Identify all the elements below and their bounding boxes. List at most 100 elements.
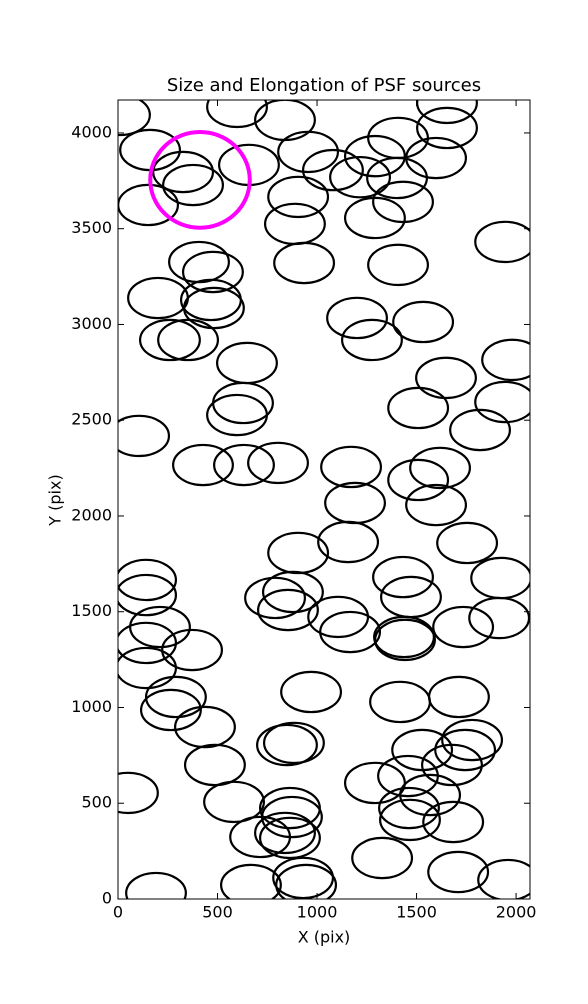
psf-ellipse [157,318,220,362]
psf-ellipse [267,175,330,219]
psf-ellipse [405,483,468,527]
psf-ellipse [174,705,236,749]
psf-ellipse [118,621,178,665]
psf-ellipse [256,723,318,767]
y-tick-label: 1000 [71,697,112,716]
psf-ellipse [254,100,316,142]
psf-ellipse [434,728,497,772]
psf-ellipse [119,128,181,172]
psf-ellipse [212,381,274,425]
psf-ellipse [377,754,439,798]
psf-ellipse [302,148,364,192]
psf-ellipse [367,243,429,287]
psf-ellipse [329,155,391,199]
psf-ellipse [118,558,178,602]
psf-ellipse [280,670,343,714]
psf-ellipse [366,156,429,200]
psf-ellipse [367,116,429,160]
x-tick-label: 0 [113,903,123,922]
psf-ellipse [351,836,414,880]
y-axis-label: Y (pix) [46,474,65,526]
psf-ellipse [254,811,316,855]
psf-ellipse [206,100,268,129]
plot-marks [118,100,530,899]
psf-ellipse [213,443,275,487]
psf-ellipse [257,588,319,632]
psf-ellipse [161,628,223,672]
psf-ellipse [387,386,450,430]
psf-ellipse [272,856,335,899]
psf-ellipse [220,863,282,899]
x-tick-label: 500 [202,903,233,922]
psf-ellipse [275,863,338,899]
psf-ellipse [267,531,330,575]
psf-ellipse [138,318,201,362]
psf-ellipse [474,220,530,264]
psf-ellipse [326,296,388,340]
psf-ellipse [416,106,478,150]
psf-ellipse [181,250,244,294]
psf-ellipse [372,180,434,224]
psf-ellipse [168,240,230,284]
y-tick-label: 0 [102,889,112,908]
psf-ellipse [343,761,406,805]
psf-ellipse [320,445,383,489]
psf-ellipse [470,556,530,600]
psf-ellipse [343,196,406,240]
psf-ellipse [319,610,382,654]
psf-ellipse [421,743,483,787]
psf-ellipse [379,798,441,842]
x-axis-label: X (pix) [298,928,351,947]
psf-ellipse [405,136,468,180]
psf-ellipse [118,646,178,690]
psf-ellipse [468,596,530,640]
psf-ellipse [182,286,245,330]
x-tick-label: 1000 [297,903,338,922]
psf-ellipse [436,521,499,565]
psf-ellipse [127,276,189,320]
psf-ellipse [152,150,215,194]
psf-ellipse [378,786,440,830]
y-tick-label: 2500 [71,410,112,429]
highlight-circle [148,129,252,230]
y-tick-label: 3000 [71,314,112,333]
psf-ellipse [277,130,340,174]
psf-ellipse [263,202,326,246]
psf-ellipse [441,718,504,762]
psf-ellipse [144,675,207,719]
psf-ellipse [373,615,435,659]
psf-ellipse [415,356,477,400]
psf-ellipse [422,800,485,844]
psf-ellipse [172,443,234,487]
psf-ellipse [369,680,431,724]
psf-ellipse [244,576,306,620]
psf-ellipse [317,520,380,564]
psf-ellipse [229,815,292,859]
x-tick-label: 2000 [496,903,537,922]
psf-ellipse [262,721,325,765]
chart-title: Size and Elongation of PSF sources [167,75,481,96]
psf-ellipse [261,570,324,614]
psf-ellipse [427,675,490,719]
psf-ellipse [118,100,151,137]
y-tick-label: 500 [81,793,112,812]
psf-ellipse [125,871,187,899]
psf-ellipse [372,555,434,599]
plot-frame [117,99,531,900]
psf-ellipse [374,618,436,662]
y-tick-label: 4000 [71,122,112,141]
psf-ellipse [118,573,178,617]
psf-ellipse [118,771,159,815]
psf-ellipse [247,441,309,485]
psf-ellipse [399,773,462,817]
psf-ellipse [324,481,387,525]
y-tick-label: 1500 [71,601,112,620]
psf-ellipse [179,278,242,322]
psf-ellipse [259,816,321,860]
psf-ellipse [449,408,511,452]
psf-ellipse [206,393,268,437]
psf-ellipse [203,780,265,824]
psf-ellipse [481,338,530,382]
